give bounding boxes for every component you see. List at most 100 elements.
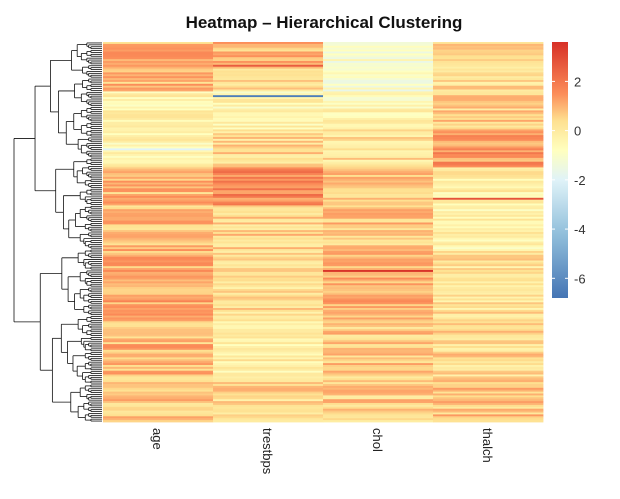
heatmap-cell [213,163,324,166]
heatmap-cell [323,311,434,315]
heatmap-cell [323,159,434,163]
heatmap-cell [103,157,214,161]
heatmap-cell [103,408,214,411]
heatmap-cell [433,365,544,368]
heatmap-cell [213,201,324,204]
column-label-trestbps: trestbps [260,428,275,475]
heatmap-cell [323,289,434,292]
heatmap-cell [213,264,324,267]
heatmap-cell [213,195,324,199]
heatmap-cell [103,349,214,353]
heatmap-cell [103,235,214,239]
heatmap-cell [323,144,434,147]
heatmap-cell [103,258,214,261]
heatmap-cell [213,213,324,216]
heatmap-cell [433,260,544,263]
heatmap-cell [323,325,434,328]
heatmap-cell [213,228,324,231]
heatmap-cell [433,256,544,259]
heatmap-cell [323,195,434,199]
heatmap-cell [433,395,544,398]
heatmap-cell [323,363,434,366]
heatmap-cell [323,359,434,362]
heatmap-cell [103,114,214,117]
heatmap-cell [213,361,324,364]
heatmap-cell [323,207,434,210]
heatmap-cell [323,273,434,277]
heatmap-cell [103,184,214,187]
heatmap-cell [433,165,544,168]
heatmap-cell [103,201,214,204]
heatmap-cell [213,45,324,49]
heatmap-cell [103,309,214,313]
heatmap-cell [103,144,214,147]
heatmap-cell [103,148,214,151]
heatmap-cell [323,156,434,159]
heatmap-cell [213,108,324,111]
heatmap-cell [213,102,324,106]
heatmap-cell [323,353,434,356]
heatmap-cell [213,281,324,284]
heatmap-cell [213,62,324,66]
heatmap-cell [323,224,434,227]
heatmap-cell [103,110,214,113]
heatmap-cell [323,296,434,299]
heatmap-cell [323,142,434,145]
heatmap-cell [323,315,434,318]
heatmap-cell [103,317,214,320]
heatmap-cell [103,346,214,349]
heatmap-cell [323,53,434,56]
heatmap-cell [433,57,544,60]
heatmap-cell [213,235,324,239]
heatmap-cell [213,190,324,193]
heatmap-cell [433,285,544,288]
heatmap-cell [103,192,214,195]
heatmap-cell [213,283,324,286]
heatmap-cell [433,195,544,199]
heatmap-cell [213,359,324,362]
heatmap-cell [433,412,544,415]
heatmap-cell [103,247,214,250]
heatmap-cell [213,237,324,240]
heatmap-cell [433,239,544,242]
heatmap-cell [213,266,324,269]
heatmap-cell [323,336,434,339]
heatmap-cell [433,152,544,155]
heatmap-cell [323,264,434,267]
heatmap-cell [213,418,324,421]
heatmap-cell [103,106,214,109]
heatmap-cell [213,334,324,337]
heatmap-cell [213,211,324,214]
heatmap-cell [213,406,324,410]
heatmap-cell [323,123,434,126]
heatmap-cells [103,42,544,423]
heatmap-cell [103,85,214,88]
heatmap-cell [323,308,434,311]
heatmap-cell [323,376,434,379]
heatmap-cell [103,205,214,208]
heatmap-cell [213,53,324,56]
heatmap-cell [433,137,544,140]
heatmap-cell [103,211,214,214]
heatmap-cell [213,119,324,123]
heatmap-cell [323,175,434,178]
heatmap-cell [213,230,324,233]
heatmap-cell [103,404,214,408]
heatmap-cell [433,154,544,157]
heatmap-cell [213,241,324,244]
heatmap-cell [103,418,214,421]
heatmap-cell [433,290,544,294]
legend-tick-label: -2 [574,173,586,188]
heatmap-cell [433,308,544,311]
heatmap-cell [103,361,214,364]
heatmap-cell [323,150,434,153]
heatmap-cell [433,68,544,71]
heatmap-cell [323,211,434,214]
heatmap-cell [323,192,434,195]
heatmap-cell [323,72,434,75]
heatmap-cell [213,349,324,353]
heatmap-cell [103,156,214,159]
heatmap-cell [433,309,544,313]
heatmap-cell [433,102,544,106]
